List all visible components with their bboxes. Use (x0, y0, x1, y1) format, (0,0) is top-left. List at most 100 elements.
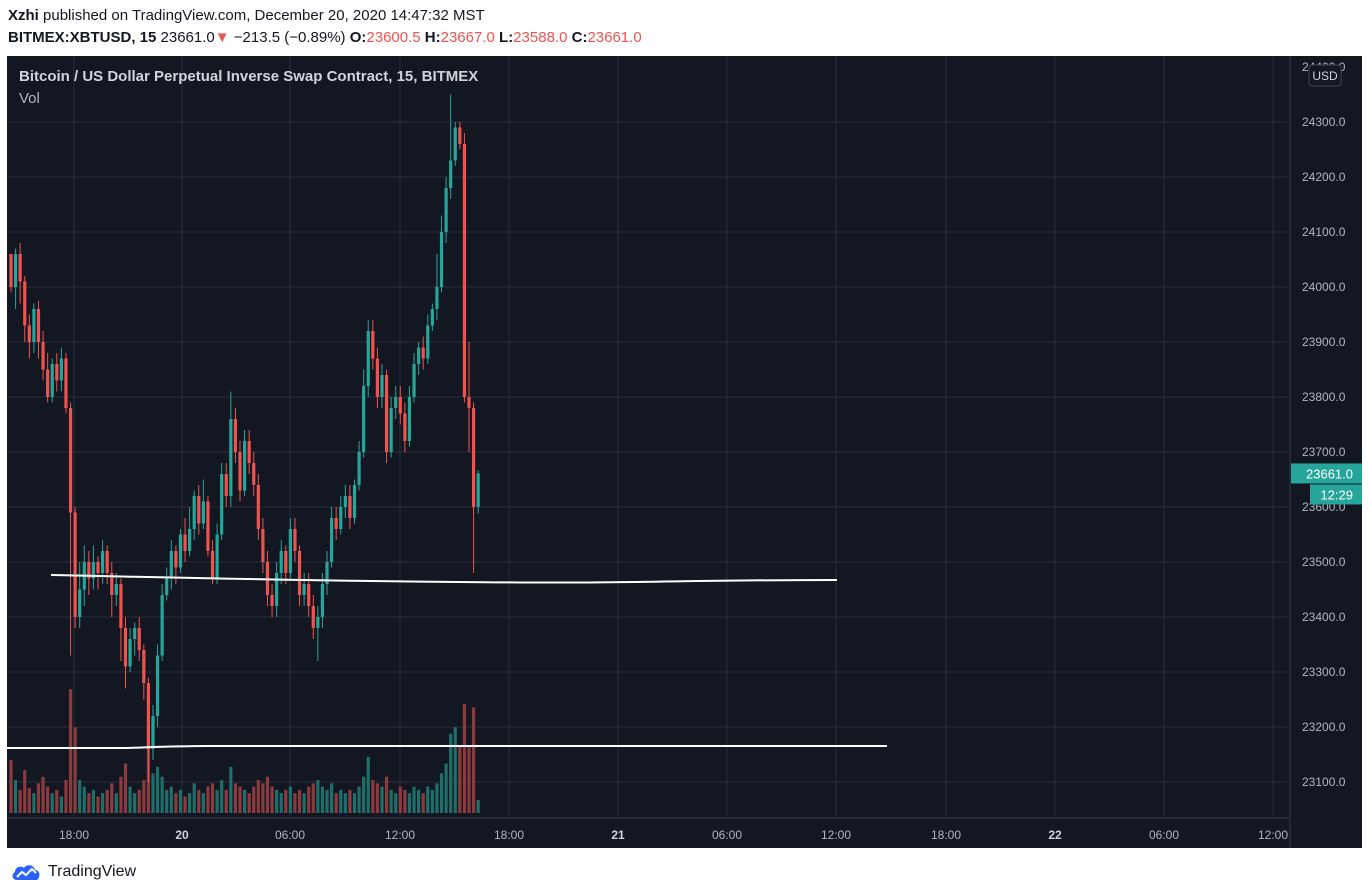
candle-body (224, 474, 228, 496)
candle-body (471, 408, 476, 507)
volume-bar (320, 786, 325, 813)
candle-body (242, 441, 247, 491)
volume-bar (215, 789, 219, 813)
candle-body (87, 562, 91, 579)
candle-body (375, 358, 379, 397)
price-tick-label: 23800.0 (1302, 390, 1346, 404)
volume-bar (59, 796, 63, 813)
volume-bar (476, 799, 480, 813)
last-price: 23661.0 (160, 29, 215, 46)
candle-body (123, 628, 128, 667)
candle-body (192, 496, 196, 529)
candle-body (343, 496, 347, 507)
candle-body (407, 397, 412, 441)
volume-bar (73, 727, 77, 813)
volume-bar (430, 789, 434, 813)
volume-bar (119, 776, 123, 813)
candle-body (288, 529, 292, 573)
countdown-label: 12:29 (1320, 487, 1353, 502)
price-tick-label: 23300.0 (1302, 665, 1346, 679)
candle-body (128, 639, 132, 667)
volume-bar (18, 789, 22, 813)
volume-bar (444, 763, 448, 813)
volume-bar (114, 793, 118, 813)
horizontal-lines[interactable] (7, 574, 887, 749)
price-tick-label: 24100.0 (1302, 225, 1346, 239)
volume-bar (449, 733, 453, 813)
volume-bar (311, 783, 315, 813)
candle-body (110, 573, 114, 595)
candle-body (73, 512, 77, 617)
tradingview-cloud-icon (12, 865, 40, 880)
ohlc-header: BITMEX:XBTUSD, 15 23661.0▼ −213.5 (−0.89… (8, 29, 642, 46)
volume-bar (270, 786, 274, 813)
candle-body (188, 529, 192, 551)
author-name[interactable]: Xzhi (8, 7, 39, 24)
candle-body (142, 650, 146, 683)
candle-body (357, 452, 361, 485)
volume-bar (407, 793, 412, 813)
candle-body (165, 578, 169, 595)
volume-bar (297, 789, 302, 813)
candle-body (458, 127, 462, 144)
candle-body (155, 655, 160, 716)
price-tick-label: 24000.0 (1302, 280, 1346, 294)
candle-body (105, 551, 109, 573)
volume-bar (375, 783, 379, 813)
candle-body (453, 127, 457, 161)
chart-area[interactable]: 24300.0 24200.0 24100.0 24000.0 23900.0 23800… (7, 56, 1362, 848)
candle-body (252, 463, 256, 485)
time-tick-label: 06:00 (1149, 828, 1179, 842)
currency-button[interactable]: USD (1308, 64, 1342, 87)
volume-bars (9, 689, 480, 813)
candle-body (151, 716, 155, 749)
volume-bar (23, 770, 27, 813)
volume-bar (357, 786, 361, 813)
volume-bar (307, 786, 311, 813)
candle-body (32, 309, 36, 342)
time-tick-label: 18:00 (494, 828, 524, 842)
volume-bar (206, 786, 210, 813)
volume-bar (91, 789, 96, 813)
volume-bar (183, 796, 187, 813)
candle-body (430, 309, 434, 326)
candle-body (215, 534, 219, 579)
candle-body (133, 628, 137, 639)
price-chart[interactable]: 24300.0 24200.0 24100.0 24000.0 23900.0 23800… (7, 56, 1362, 848)
volume-bar (293, 793, 297, 813)
volume-bar (220, 780, 224, 813)
candlesticks (9, 94, 480, 782)
currency-button-frame (1308, 64, 1342, 87)
volume-bar (462, 704, 467, 813)
current-price-label: 23661.0 (1306, 466, 1353, 481)
price-tick-label: 23900.0 (1302, 335, 1346, 349)
candle-body (467, 397, 471, 408)
time-tick-label: 12:00 (1258, 828, 1288, 842)
volume-bar (87, 793, 91, 813)
time-axis[interactable]: 18:00 20 06:00 12:00 18:00 21 06:00 12:00 18:00 2… (59, 828, 1288, 842)
candle-body (36, 309, 41, 342)
volume-bar (27, 788, 31, 813)
candle-body (101, 551, 105, 573)
candle-body (13, 254, 18, 287)
volume-bar (371, 780, 375, 813)
volume-bar (316, 780, 320, 813)
price-axis[interactable]: 24300.0 24200.0 24100.0 24000.0 23900.0 23800… (1302, 115, 1346, 789)
volume-bar (201, 793, 205, 813)
volume-bar (242, 789, 247, 813)
volume-bar (256, 780, 260, 813)
candle-body (247, 441, 251, 463)
volume-bar (101, 793, 105, 813)
volume-bar (439, 773, 444, 813)
footer-brand[interactable]: TradingView (10, 860, 136, 884)
chart-title: Bitcoin / US Dollar Perpetual Inverse Sw… (19, 68, 478, 85)
candle-body (50, 364, 54, 397)
candle-body (334, 518, 338, 529)
volume-bar (471, 707, 476, 813)
candle-body (9, 254, 13, 287)
candle-body (435, 287, 439, 309)
volume-bar (13, 780, 18, 813)
volume-bar (302, 793, 306, 813)
candle-body (316, 617, 320, 628)
price-tick-label: 23100.0 (1302, 775, 1346, 789)
